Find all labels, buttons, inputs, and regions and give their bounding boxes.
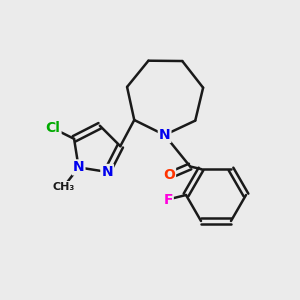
Text: N: N (159, 128, 170, 142)
Text: F: F (163, 193, 173, 206)
Text: CH₃: CH₃ (52, 182, 75, 192)
Text: N: N (101, 165, 113, 179)
Text: O: O (163, 169, 175, 182)
Text: N: N (73, 160, 84, 174)
Text: Cl: Cl (46, 121, 61, 135)
